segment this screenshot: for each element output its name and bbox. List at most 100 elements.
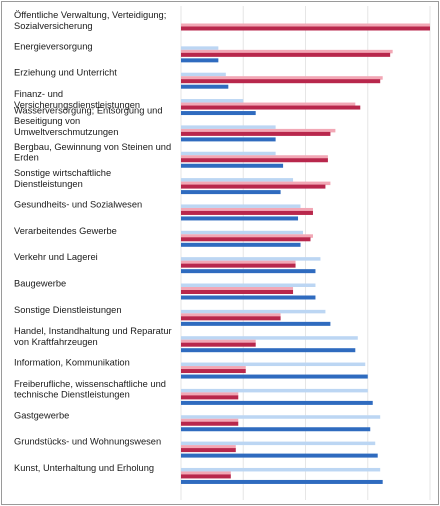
category-label: Sonstige Dienstleistungen [14,305,122,315]
bar-series-4 [181,374,368,379]
category-label-line: Sonstige Dienstleistungen [14,305,122,315]
category-label-line: Bergbau, Gewinnung von Steinen und [14,142,171,152]
bar-series-3 [181,448,236,453]
category-label-line: Baugewerbe [14,279,66,289]
bar-series-4 [181,242,301,247]
bar-series-4 [181,216,299,221]
category-label-line: Umweltverschmutzungen [14,127,118,137]
bar-series-1 [181,309,326,314]
bar-series-1 [181,257,321,261]
category-label-line: Handel, Instandhaltung und Reparatur [14,326,172,336]
category-label: Kunst, Unterhaltung und Erholung [14,463,154,473]
category-label: Energieversorgung [14,41,93,51]
bar-series-4 [181,269,316,274]
bar-series-4 [181,84,229,89]
bar-series-2 [181,155,328,159]
bar-series-3 [181,316,281,321]
bar-series-3 [181,158,328,163]
bar-series-4 [181,163,284,168]
category-label-line: Freiberufliche, wissenschaftliche und [14,379,166,389]
bar-series-1 [181,230,304,235]
bar-series-1 [181,467,381,472]
bar-series-1 [181,415,381,419]
bar-series-1 [181,388,368,393]
bar-series-3 [181,131,331,136]
bar-series-4 [181,453,378,458]
bar-series-1 [181,72,226,77]
bar-series-3 [181,52,391,57]
bar-series-4 [181,111,256,116]
bar-series-3 [181,79,381,84]
bar-series-3 [181,369,246,374]
category-label-line: Sonstige wirtschaftliche [14,168,111,178]
category-label-line: Gesundheits- und Sozialwesen [14,199,142,209]
category-label: Erziehung und Unterricht [14,68,117,78]
bar-series-3 [181,421,239,426]
bar-series-1 [181,99,244,103]
bar-series-2 [181,181,331,186]
category-label-line: Öffentliche Verwaltung, Verteidigung; [14,10,166,20]
category-label-line: Information, Kommunikation [14,358,130,368]
bar-series-2 [181,313,281,317]
bar-series-4 [181,58,219,63]
bar-series-4 [181,400,373,405]
bar-series-1 [181,46,219,50]
category-label-line: Wasserversorgung; Entsorgung und [14,105,163,115]
category-label-line: Erden [14,153,39,163]
bar-series-2 [181,76,383,80]
bar-series-1 [181,178,294,182]
category-label-line: Verkehr und Lagerei [14,252,98,262]
bar-series-1 [181,336,358,340]
bar-series-3 [181,290,294,294]
bar-series-3 [181,26,430,31]
bar-series-3 [181,342,256,347]
bar-series-1 [181,204,301,208]
bar-series-4 [181,479,383,484]
bar-series-4 [181,295,316,300]
bar-series-2 [181,445,236,449]
bar-series-3 [181,105,361,110]
bar-series-2 [181,102,356,107]
bar-series-2 [181,128,336,133]
category-label: Handel, Instandhaltung und Reparatur von … [14,326,172,347]
category-label: Gesundheits- und Sozialwesen [14,199,142,209]
bar-series-3 [181,184,326,189]
category-label: Baugewerbe [14,279,66,289]
category-label: Information, Kommunikation [14,358,130,368]
bar-series-2 [181,366,246,370]
bar-series-3 [181,395,239,400]
bar-series-4 [181,348,356,353]
bar-series-1 [181,151,276,156]
bar-series-2 [181,339,256,344]
category-label: Finanz- und Versicherungsdienstleistungen [14,89,140,110]
category-label: Verarbeitendes Gewerbe [14,226,117,236]
category-label: Bergbau, Gewinnung von Steinen und Erden [14,142,171,163]
bar-series-1 [181,441,376,446]
category-labels: Öffentliche Verwaltung, Verteidigung; Soz… [14,10,172,473]
category-label: Wasserversorgung; Entsorgung und Beseitig… [14,105,163,137]
bar-series-2 [181,392,239,396]
bar-series-4 [181,321,331,326]
bar-series-3 [181,263,296,268]
category-label-line: Energieversorgung [14,41,93,51]
category-label-line: Sozialversicherung [14,21,93,31]
category-label-line: Finanz- und [14,89,63,99]
bar-series-4 [181,427,371,432]
bar-series-2 [181,287,294,291]
bar-series-2 [181,234,313,238]
category-label-line: Gastgewerbe [14,410,69,420]
bars-group [181,23,430,484]
bar-series-3 [181,474,231,479]
bar-series-1 [181,362,366,367]
category-label: Freiberufliche, wissenschaftliche und tec… [14,379,166,400]
category-label-line: Beseitigung von [14,116,80,126]
category-label-line: Grundstücks- und Wohnungswesen [14,437,161,447]
bar-series-1 [181,283,316,287]
bar-series-2 [181,23,430,27]
category-label-line: Verarbeitendes Gewerbe [14,226,117,236]
category-label-line: Kunst, Unterhaltung und Erholung [14,463,154,473]
category-label: Öffentliche Verwaltung, Verteidigung; Soz… [14,10,166,31]
category-label: Gastgewerbe [14,410,69,420]
